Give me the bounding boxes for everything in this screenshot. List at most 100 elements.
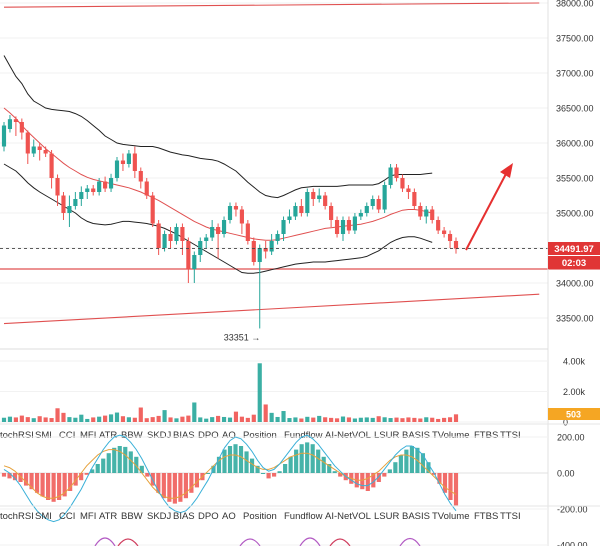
tab-ao[interactable]: AO: [222, 430, 236, 441]
volume-bar: [144, 418, 149, 422]
tab-cci[interactable]: CCI: [59, 511, 75, 522]
candle-body: [37, 146, 42, 150]
oscillator-bar: [156, 473, 161, 493]
volume-bar: [406, 417, 411, 422]
price-panel[interactable]: 33351 →: [0, 2, 600, 342]
arrow-head: [500, 163, 513, 178]
candle-body: [186, 241, 191, 269]
tab-position[interactable]: Position: [243, 430, 277, 441]
price-tick-label: 36500.00: [556, 104, 594, 114]
oscillator-bar: [34, 473, 40, 493]
oscillator-bar: [194, 473, 200, 488]
volume-panel[interactable]: [0, 360, 548, 423]
tab-ftbs[interactable]: FTBS: [474, 430, 498, 441]
candle-body: [430, 209, 435, 220]
candlestick-series: [1, 115, 459, 329]
oscillator-tick-label: -400.00: [557, 541, 588, 546]
tab-ftbs[interactable]: FTBS: [474, 511, 498, 522]
candle-body: [418, 206, 423, 217]
candle-body: [168, 234, 173, 241]
volume-bars: [1, 363, 459, 422]
tab-bias[interactable]: BIAS: [173, 430, 195, 441]
candle-body: [436, 220, 441, 231]
candle-body: [257, 248, 262, 262]
bottom-indicator-panel: [94, 537, 421, 546]
tab-tvolume[interactable]: TVolume: [432, 430, 470, 441]
tab-lsur[interactable]: LSUR: [374, 430, 399, 441]
tab-ttsi[interactable]: TTSI: [500, 511, 521, 522]
oscillator-bar: [216, 456, 222, 473]
oscillator-bar: [338, 473, 343, 477]
tab-skdj[interactable]: SKDJ: [147, 511, 172, 522]
tab-lsur[interactable]: LSUR: [374, 511, 399, 522]
tab-dpo[interactable]: DPO: [198, 511, 219, 522]
candle-body: [364, 206, 369, 213]
indicator-tabs[interactable]: tochRSI SMI CCI MFI ATR BBW SKDJ BIAS DPO AO Posit…: [0, 430, 521, 441]
tab-bbw[interactable]: BBW: [121, 430, 143, 441]
candle-body: [245, 223, 250, 241]
volume-bar: [61, 412, 66, 422]
tab-fundflow[interactable]: Fundflow: [284, 511, 323, 522]
volume-bar: [126, 417, 131, 422]
tab-smi[interactable]: SMI: [35, 511, 52, 522]
tab-atr[interactable]: ATR: [99, 430, 117, 441]
volume-bar: [114, 412, 120, 422]
tab-skdj[interactable]: SKDJ: [147, 430, 172, 441]
tab-smi[interactable]: SMI: [35, 430, 52, 441]
candle-body: [275, 234, 280, 241]
tab-position[interactable]: Position: [243, 511, 277, 522]
tab-mfi[interactable]: MFI: [80, 430, 96, 441]
tab-ai-netvol[interactable]: AI-NetVOL: [325, 511, 371, 522]
oscillator-bar: [189, 473, 194, 493]
volume-bar: [305, 416, 310, 422]
tab-basis[interactable]: BASIS: [402, 511, 430, 522]
candle-body: [156, 223, 161, 248]
tab-fundflow[interactable]: Fundflow: [284, 430, 323, 441]
indicator-tabs-2[interactable]: tochRSI SMI CCI MFI ATR BBW SKDJ BIAS DPO AO Posit…: [0, 511, 521, 522]
tab-bias[interactable]: BIAS: [173, 511, 195, 522]
price-tick-label: 34000.00: [556, 279, 594, 289]
price-grid: [0, 2, 548, 319]
tab-ttsi[interactable]: TTSI: [500, 430, 521, 441]
oscillator-bar: [448, 473, 453, 500]
volume-bar: [442, 417, 447, 422]
candle-body: [174, 227, 179, 241]
oscillator-bar: [51, 473, 56, 502]
volume-bar: [299, 418, 304, 422]
candle-body: [79, 192, 84, 199]
bottom-curve-6: [399, 537, 421, 546]
oscillator-bar: [244, 451, 249, 473]
tab-atr[interactable]: ATR: [99, 511, 117, 522]
oscillator-bar: [18, 473, 23, 482]
tab-tochrsi[interactable]: tochRSI: [0, 430, 34, 441]
oscillator-panel[interactable]: [0, 434, 548, 546]
tab-tvolume[interactable]: TVolume: [432, 511, 470, 522]
candle-body: [346, 220, 352, 231]
oscillator-bar: [123, 446, 128, 473]
trendline: [3, 2, 540, 8]
volume-bar: [19, 415, 24, 422]
oscillator-bar: [29, 473, 34, 490]
oscillator-bar: [332, 471, 337, 473]
oscillator-bar: [68, 473, 73, 491]
volume-tick-label: 2.00k: [563, 387, 586, 397]
tab-tochrsi[interactable]: tochRSI: [0, 511, 34, 522]
volume-axis: 0 2.00k 4.00k: [563, 357, 586, 428]
bottom-curve-3: [239, 538, 261, 546]
candle-body: [269, 241, 274, 252]
price-tick-label: 37500.00: [556, 34, 594, 44]
tab-ai-netvol[interactable]: AI-NetVOL: [325, 430, 371, 441]
tab-cci[interactable]: CCI: [59, 430, 75, 441]
volume-bar: [257, 363, 262, 422]
oscillator-tick-label: 0.00: [557, 469, 575, 479]
tab-ao[interactable]: AO: [222, 511, 236, 522]
tab-mfi[interactable]: MFI: [80, 511, 96, 522]
candle-body: [251, 241, 256, 262]
volume-bar: [198, 417, 203, 422]
oscillator-bar: [453, 473, 459, 506]
tab-bbw[interactable]: BBW: [121, 511, 143, 522]
tab-basis[interactable]: BASIS: [402, 430, 430, 441]
volume-bar: [334, 418, 340, 422]
oscillator-bar: [23, 473, 29, 486]
tab-dpo[interactable]: DPO: [198, 430, 219, 441]
